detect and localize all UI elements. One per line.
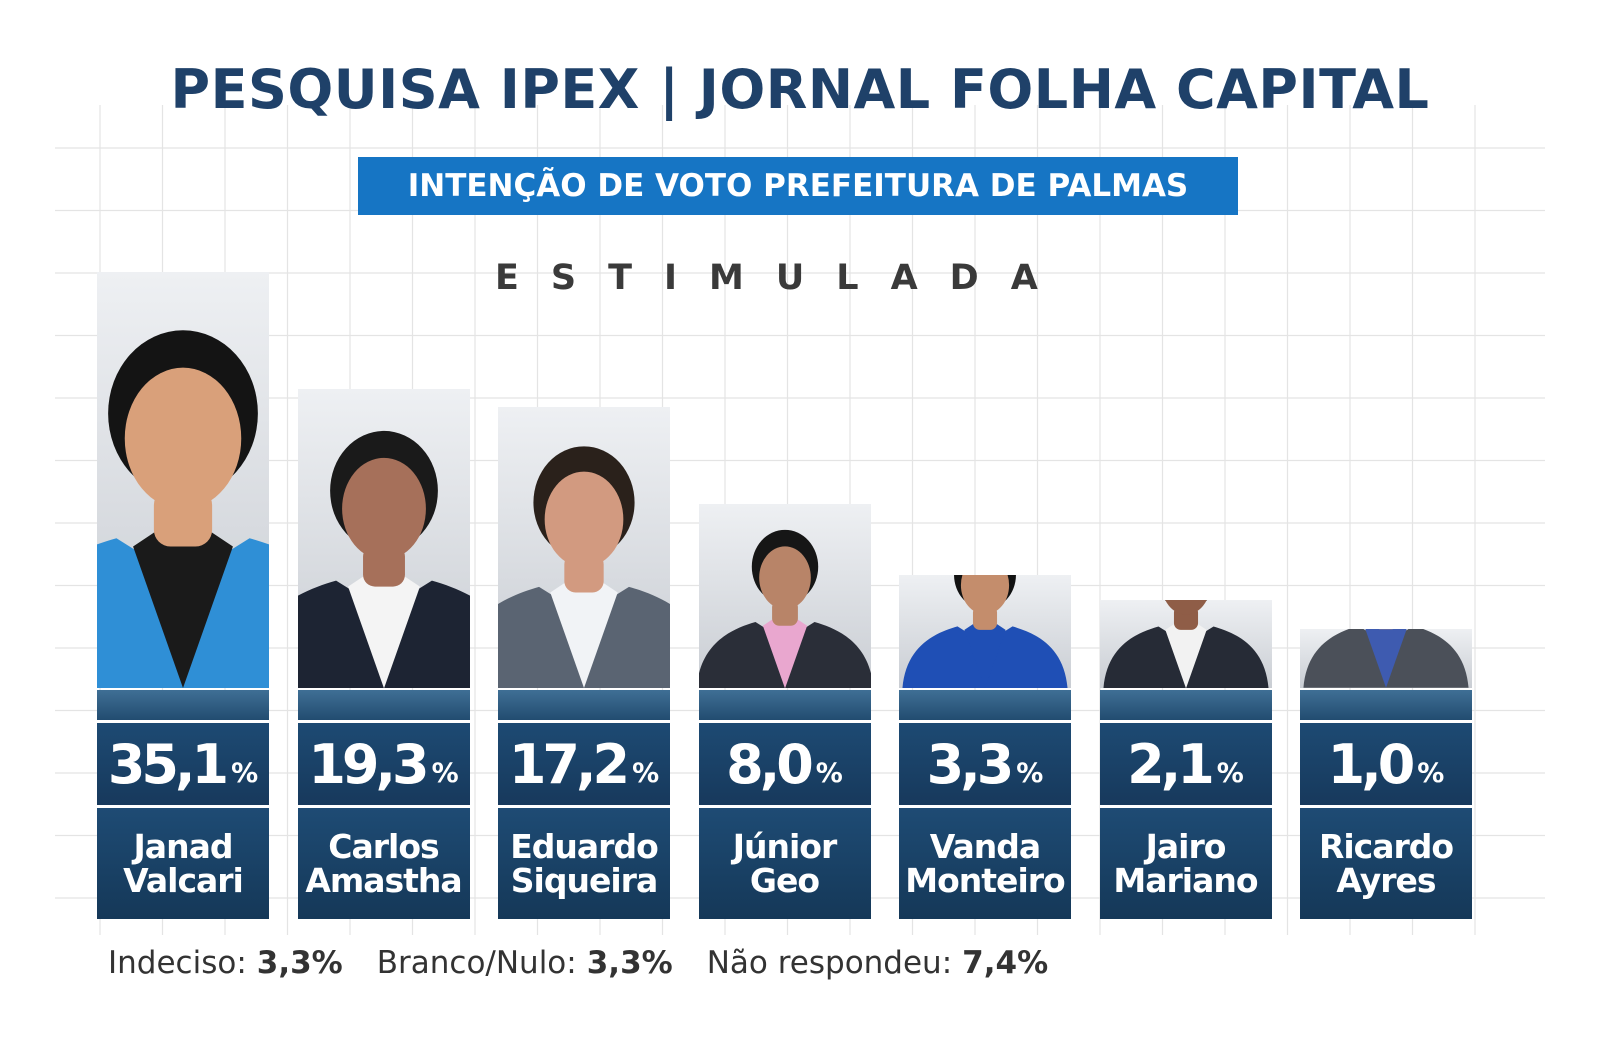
- survey-type-label: ESTIMULADA: [495, 258, 1070, 298]
- bar-value-label: 2,1%: [1099, 723, 1272, 808]
- blank-null-value: 3,3%: [586, 945, 673, 981]
- footer-stats: Indeciso: 3,3% Branco/Nulo: 3,3% Não respond…: [108, 945, 1108, 981]
- percent-sign: %: [815, 757, 843, 789]
- candidate-name: Eduardo Siqueira: [498, 808, 670, 919]
- shirt-shape: [550, 581, 618, 688]
- candidate-photo: [97, 272, 269, 688]
- face-shape: [544, 471, 624, 568]
- percent-sign: %: [1016, 757, 1044, 789]
- shirt-shape: [964, 622, 1006, 688]
- candidate-name-line: Ayres: [1336, 860, 1436, 900]
- value-number: 35,1: [107, 732, 229, 796]
- bar-value-label: 3,3%: [899, 723, 1071, 808]
- candidate-name-line: Eduardo: [510, 826, 658, 866]
- value-number: 2,1: [1127, 732, 1215, 796]
- candidate-photo: [698, 503, 871, 688]
- candidate-photo: [1300, 629, 1472, 688]
- bar-cap: [1300, 690, 1472, 723]
- value-number: 8,0: [726, 732, 814, 796]
- candidate-photo: [498, 406, 670, 688]
- bar-cap: [899, 690, 1071, 723]
- subtitle-text: INTENÇÃO DE VOTO PREFEITURA DE PALMAS: [407, 168, 1189, 204]
- candidate-photo: [1099, 599, 1272, 688]
- candidate-photo: [297, 388, 470, 688]
- shirt-shape: [1365, 629, 1407, 688]
- candidate-name-line: Mariano: [1113, 860, 1258, 900]
- candidate-name-line: Jairo: [1145, 826, 1227, 866]
- no-answer-value: 7,4%: [962, 945, 1049, 981]
- percent-sign: %: [1417, 757, 1445, 789]
- face-shape: [758, 545, 811, 609]
- no-answer-label: Não respondeu:: [706, 945, 953, 981]
- value-number: 17,2: [508, 732, 630, 796]
- candidate-name-line: Júnior: [732, 826, 838, 866]
- bar-value-label: 35,1%: [97, 723, 269, 808]
- bar-cap: [297, 690, 470, 723]
- face-shape: [124, 367, 242, 510]
- shirt-shape: [762, 617, 807, 688]
- undecided-value: 3,3%: [256, 945, 343, 981]
- candidate-name-line: Valcari: [123, 860, 244, 900]
- shirt-shape: [1164, 622, 1207, 688]
- percent-sign: %: [431, 757, 459, 789]
- candidate-photo: [899, 574, 1071, 688]
- percent-sign: %: [1216, 757, 1244, 789]
- candidate-name-line: Vanda: [929, 826, 1041, 866]
- candidate-name: Júnior Geo: [698, 808, 871, 919]
- value-number: 3,3: [926, 732, 1015, 796]
- candidate-name: Janad Valcari: [97, 808, 269, 919]
- undecided-label: Indeciso:: [108, 945, 247, 981]
- blank-null-label: Branco/Nulo:: [376, 945, 577, 981]
- bar-value-label: 17,2%: [498, 723, 670, 808]
- face-shape: [341, 457, 426, 560]
- candidate-name: Jairo Mariano: [1099, 808, 1272, 919]
- chart-title: PESQUISA IPEX | JORNAL FOLHA CAPITAL: [170, 58, 1430, 121]
- candidate-name-line: Siqueira: [510, 860, 658, 900]
- bar-value-label: 1,0%: [1300, 723, 1472, 808]
- candidate-name-line: Monteiro: [905, 860, 1065, 900]
- value-number: 1,0: [1327, 732, 1416, 796]
- bar-cap: [698, 690, 871, 723]
- shirt-shape: [133, 529, 233, 688]
- percent-sign: %: [632, 757, 660, 789]
- bar-value-label: 8,0%: [698, 723, 871, 808]
- candidate-name: Carlos Amastha: [297, 808, 470, 919]
- candidate-name-line: Amastha: [305, 860, 462, 900]
- bar-cap: [498, 690, 670, 723]
- candidate-name-line: Carlos: [328, 826, 439, 866]
- bar-value-label: 19,3%: [297, 723, 470, 808]
- bar-cap: [97, 690, 269, 723]
- value-number: 19,3: [308, 732, 429, 796]
- face-shape: [960, 574, 1010, 615]
- bar-cap: [1099, 690, 1272, 723]
- candidate-name: Ricardo Ayres: [1300, 808, 1472, 919]
- shirt-shape: [347, 574, 420, 688]
- candidate-name: Vanda Monteiro: [899, 808, 1071, 919]
- candidate-name-line: Geo: [749, 860, 820, 900]
- percent-sign: %: [231, 757, 259, 789]
- candidate-name-line: Ricardo: [1318, 826, 1454, 866]
- candidate-name-line: Janad: [133, 826, 234, 866]
- face-shape: [1164, 599, 1207, 615]
- subtitle-banner: INTENÇÃO DE VOTO PREFEITURA DE PALMAS: [358, 157, 1238, 215]
